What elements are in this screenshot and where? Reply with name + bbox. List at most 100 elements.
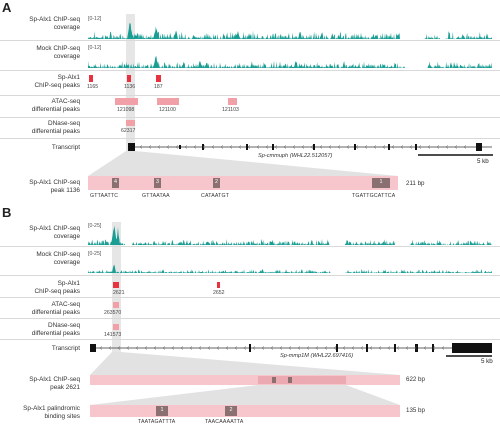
strand-arrow xyxy=(265,145,269,149)
atac-peak-121103 xyxy=(228,98,237,105)
track-range-mock: [0-25] xyxy=(88,251,102,257)
site-number: 4 xyxy=(114,179,117,185)
strand-arrow xyxy=(391,145,395,149)
strand-arrow xyxy=(423,346,427,350)
transcript-b xyxy=(90,343,492,353)
peak-length: 211 bp xyxy=(406,180,425,187)
strand-arrow xyxy=(387,346,391,350)
track-range-chip: [0-12] xyxy=(88,16,102,22)
strand-arrow xyxy=(369,346,373,350)
site-1 xyxy=(372,178,390,188)
chip-peak-id: 1165 xyxy=(87,84,99,90)
separator xyxy=(0,339,500,340)
zoom-fan-b1 xyxy=(90,352,400,375)
dnase-peak-62317 xyxy=(126,120,135,126)
strand-arrow xyxy=(144,346,148,350)
motif-sequence: GTTAATTC xyxy=(90,193,119,199)
site-number: 2 xyxy=(229,407,233,413)
strand-arrow xyxy=(373,145,377,149)
strand-arrow xyxy=(346,145,350,149)
chip-peak-id: 187 xyxy=(154,84,163,90)
scale-label: 5 kb xyxy=(481,358,493,365)
peak-length: 622 bp xyxy=(406,376,425,383)
strand-arrow xyxy=(454,145,458,149)
strand-arrow xyxy=(427,145,431,149)
gene-name: Sp-mmp1M (WHL22.697416) xyxy=(280,353,354,359)
strand-arrow xyxy=(238,145,242,149)
strand-arrow xyxy=(193,145,197,149)
zoom-fan-a xyxy=(88,151,398,176)
strand-arrow xyxy=(319,145,323,149)
strand-arrow xyxy=(418,145,422,149)
panel-b-letter: B xyxy=(2,205,12,220)
track-label-dnase: DNase-seq differential peaks xyxy=(31,322,80,337)
strand-arrow xyxy=(337,145,341,149)
track-label-peaks: Sp-Alx1 ChIP-seq peaks xyxy=(34,74,80,89)
separator xyxy=(0,70,500,71)
strand-arrow xyxy=(252,346,256,350)
motif-sequence: CATAATGT xyxy=(201,193,230,199)
strand-arrow xyxy=(441,346,445,350)
strand-arrow xyxy=(355,145,359,149)
peak-box-2621 xyxy=(90,375,400,385)
strand-arrow xyxy=(324,346,328,350)
track-label-mock: Mock ChIP-seq coverage xyxy=(36,45,80,60)
highlight-column-b xyxy=(112,222,121,355)
track-label-zoom: Sp-Alx1 ChIP-seq peak 2621 xyxy=(29,376,80,391)
strand-arrow xyxy=(256,145,260,149)
motif-sequence: TAATAGATTTA xyxy=(138,419,176,425)
highlight-column-a xyxy=(126,14,135,151)
track-label-peaks: Sp-Alx1 ChIP-seq peaks xyxy=(34,280,80,295)
strand-arrow xyxy=(243,346,247,350)
separator xyxy=(0,318,500,319)
strand-arrow xyxy=(153,346,157,350)
strand-arrow xyxy=(382,145,386,149)
strand-arrow xyxy=(157,145,161,149)
track-range-mock: [0-12] xyxy=(88,45,102,51)
coverage-a-mock xyxy=(88,56,492,68)
strand-arrow xyxy=(261,346,265,350)
atac-peak-121098 xyxy=(115,98,138,105)
coverage-a-chip xyxy=(88,23,492,39)
strand-arrow xyxy=(436,145,440,149)
strand-arrow xyxy=(207,346,211,350)
track-label-zoom: Sp-Alx1 ChIP-seq peak 1136 xyxy=(29,179,80,194)
chip-peak-id: 2652 xyxy=(213,290,225,296)
strand-arrow xyxy=(148,145,152,149)
strand-arrow xyxy=(126,346,130,350)
strand-arrow xyxy=(270,346,274,350)
peak-2621-mark-2 xyxy=(288,377,292,383)
strand-arrow xyxy=(202,145,206,149)
site-number: 1 xyxy=(379,179,383,185)
peak-box-2621-sub xyxy=(258,376,346,384)
strand-arrow xyxy=(274,145,278,149)
atac-peak-id: 263570 xyxy=(104,310,122,316)
atac-peak-121100 xyxy=(157,98,179,105)
track-range-chip: [0-25] xyxy=(88,223,102,229)
strand-arrow xyxy=(396,346,400,350)
track-label-chip: Sp-Alx1 ChIP-seq coverage xyxy=(29,225,80,240)
coverage-area xyxy=(88,56,492,68)
strand-arrow xyxy=(315,346,319,350)
coverage-area xyxy=(88,23,492,39)
strand-arrow xyxy=(292,145,296,149)
strand-arrow xyxy=(184,145,188,149)
track-label-palindromic: Sp-Alx1 palindromic binding sites xyxy=(23,405,80,420)
strand-arrow xyxy=(405,346,409,350)
strand-arrow xyxy=(135,346,139,350)
site-2 xyxy=(213,178,220,188)
strand-arrow xyxy=(234,346,238,350)
chip-peak-187 xyxy=(156,75,161,82)
strand-arrow xyxy=(225,346,229,350)
strand-arrow xyxy=(211,145,215,149)
strand-arrow xyxy=(216,346,220,350)
track-label-atac: ATAC-seq differential peaks xyxy=(31,301,80,316)
separator xyxy=(0,275,500,276)
track-label-transcript: Transcript xyxy=(51,144,80,151)
site-number: 3 xyxy=(156,179,159,185)
motif-sequence: TGATTGCATTCA xyxy=(352,193,396,199)
strand-arrow xyxy=(360,346,364,350)
strand-arrow xyxy=(117,346,121,350)
strand-arrow xyxy=(139,145,143,149)
